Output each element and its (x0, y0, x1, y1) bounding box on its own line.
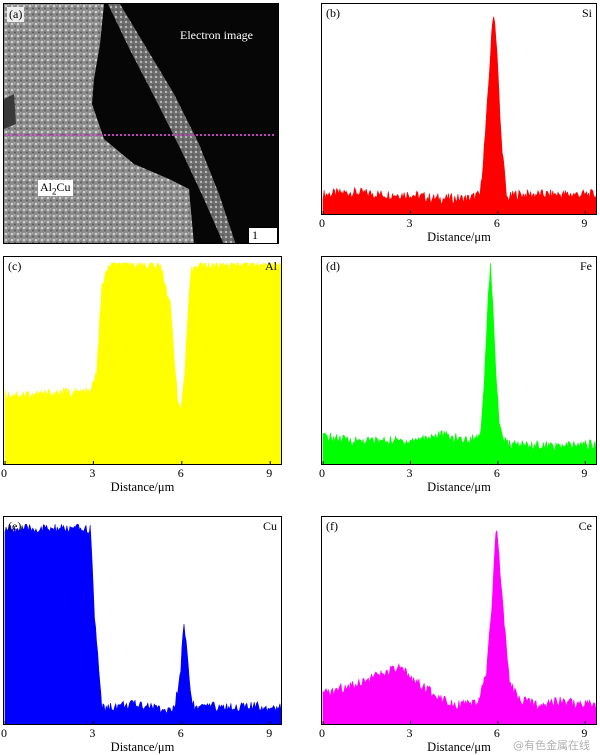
panel-label-f: (f) (326, 519, 338, 533)
x-tick-label: 0 (1, 726, 7, 740)
x-tick-label: 9 (266, 726, 273, 740)
x-tick-label: 6 (177, 466, 184, 480)
x-tick-label: 3 (89, 726, 96, 740)
sem-title: Electron image (180, 28, 253, 42)
chart-panel-e: (e) Cu (3, 516, 282, 725)
x-axis-label: Distance/μm (427, 480, 491, 494)
element-label-si: Si (581, 6, 592, 20)
panel-label-a: (a) (7, 7, 25, 22)
scale-bar: 1 μm (248, 227, 278, 243)
x-tick-label: 3 (406, 216, 413, 230)
x-tick-label: 0 (319, 466, 325, 480)
x-tick-label: 9 (266, 466, 273, 480)
x-axis-label: Distance/μm (427, 230, 491, 244)
x-tick-label: 9 (581, 466, 588, 480)
series-area-si (322, 16, 596, 214)
chart-panel-d: (d) Fe (321, 256, 597, 465)
x-tick-label: 6 (177, 726, 184, 740)
series-area-ce (322, 529, 596, 724)
watermark: @有色金属在线 (513, 739, 590, 752)
x-tick-label: 0 (319, 216, 325, 230)
x-tick-label: 0 (1, 466, 7, 480)
x-tick-label: 9 (581, 216, 588, 230)
chart-svg-c (4, 261, 281, 464)
x-tick-label: 6 (493, 466, 500, 480)
sem-image (4, 4, 278, 243)
chart-svg-b (322, 16, 596, 214)
x-axis-label: Distance/μm (110, 480, 175, 494)
element-label-al: Al (265, 259, 277, 273)
element-label-cu: Cu (262, 519, 277, 533)
phase-label: Al2Cu (38, 180, 73, 197)
x-axis-label: Distance/μm (427, 740, 491, 754)
chart-svg-d (322, 262, 596, 464)
x-tick-label: 3 (406, 466, 413, 480)
panel-label-e: (e) (8, 519, 22, 533)
x-tick-label: 6 (493, 216, 500, 230)
x-axis-label: Distance/μm (110, 740, 175, 754)
x-tick-label: 9 (581, 726, 588, 740)
chart-svg-e (4, 523, 281, 724)
chart-panel-b: (b) Si (321, 3, 597, 215)
element-label-ce: Ce (578, 519, 592, 533)
series-area-cu (4, 523, 281, 724)
x-tick-label: 3 (406, 726, 413, 740)
chart-panel-c: (c) Al (3, 256, 282, 465)
series-area-fe (322, 262, 596, 464)
x-tick-label: 3 (89, 466, 96, 480)
panel-label-b: (b) (326, 6, 340, 20)
panel-label-c: (c) (8, 259, 22, 273)
series-area-al (4, 261, 281, 464)
sem-image-panel: (a) Electron image Al2Cu 1 μm (3, 3, 279, 244)
x-tick-label: 6 (493, 726, 500, 740)
x-tick-label: 0 (319, 726, 325, 740)
panel-label-d: (d) (326, 259, 340, 273)
chart-panel-f: (f) Ce (321, 516, 597, 725)
element-label-fe: Fe (580, 259, 592, 273)
chart-svg-f (322, 529, 596, 724)
